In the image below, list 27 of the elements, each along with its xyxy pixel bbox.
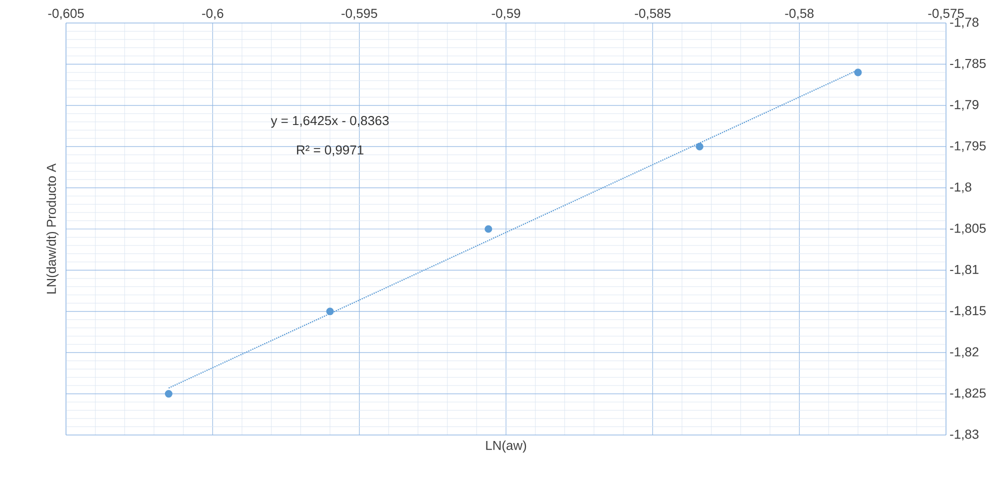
point xyxy=(696,142,704,150)
y-tick-label: -1,785 xyxy=(950,58,986,70)
x-tick-label: -0,595 xyxy=(342,8,378,20)
y-tick-label: -1,795 xyxy=(950,141,986,152)
y-tick-label: -1,825 xyxy=(950,388,986,400)
x-axis-title: LN(aw) xyxy=(486,440,526,453)
point xyxy=(484,225,492,233)
x-tick-label: -0,59 xyxy=(492,8,520,20)
x-tick-label: -0,58 xyxy=(785,8,814,20)
y-tick-label: -1,8 xyxy=(950,182,972,194)
point xyxy=(854,68,862,76)
x-tick-label: -0,575 xyxy=(928,8,964,20)
annotation: y = 1,6425x - 0,8363 xyxy=(270,116,389,128)
x-tick-label: -0,605 xyxy=(48,8,84,20)
y-tick-label: -1,82 xyxy=(950,347,978,358)
x-tick-label: -0,585 xyxy=(634,8,670,20)
y-tick-label: -1,78 xyxy=(950,18,978,28)
point xyxy=(326,308,334,316)
y-tick-label: -1,815 xyxy=(950,306,986,317)
x-tick-label: -0,6 xyxy=(202,8,224,20)
y-axis-title: LN(daw/dt) Producto A xyxy=(46,164,58,294)
point xyxy=(164,390,172,398)
y-tick-label: -1,83 xyxy=(950,430,978,440)
y-tick-label: -1,79 xyxy=(950,100,978,111)
y-tick-label: -1,81 xyxy=(950,264,978,276)
annotation: R² = 0,9971 xyxy=(297,145,364,156)
y-tick-label: -1,805 xyxy=(950,224,986,234)
